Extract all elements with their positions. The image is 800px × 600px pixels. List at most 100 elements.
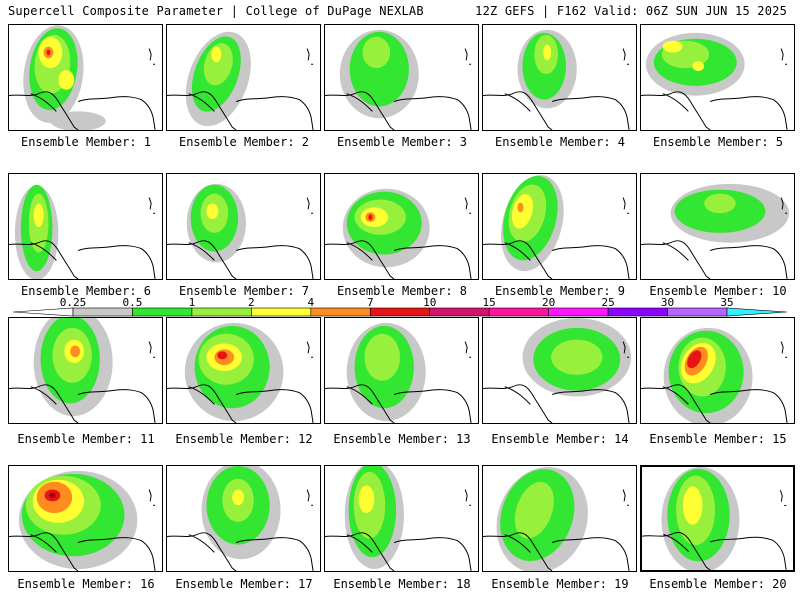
border-line [346, 242, 373, 261]
ensemble-panel-3[interactable] [324, 24, 479, 131]
ensemble-panel-14[interactable] [482, 317, 637, 424]
legend-tick-label: 10 [423, 296, 437, 309]
ensemble-map [641, 32, 788, 130]
coastline [551, 245, 630, 279]
coastline [642, 532, 711, 570]
legend-tick-label: 0.5 [122, 296, 143, 309]
member-label: Ensemble Member: 18 [333, 577, 471, 591]
ensemble-panel-5[interactable] [640, 24, 795, 131]
ensemble-panel-1[interactable] [8, 24, 163, 131]
coastline-island [622, 489, 626, 502]
ensemble-panel-20[interactable] [640, 465, 795, 572]
scp-contour-lightgreen [551, 339, 603, 375]
ensemble-panel-2[interactable] [166, 24, 321, 131]
ensemble-panel-10[interactable] [640, 173, 795, 280]
coastline [393, 389, 472, 423]
ensemble-map [483, 467, 630, 571]
coastline [325, 91, 395, 130]
ensemble-panel-17[interactable] [166, 465, 321, 572]
scp-contour-red [368, 214, 373, 221]
ensemble-map [325, 466, 472, 571]
coastline [551, 537, 630, 571]
coastline [235, 245, 314, 279]
member-label: Ensemble Member: 14 [491, 432, 629, 446]
ensemble-map [9, 318, 156, 423]
member-label: Ensemble Member: 20 [649, 577, 787, 591]
ensemble-panel-13[interactable] [324, 317, 479, 424]
member-label: Ensemble Member: 6 [20, 284, 152, 298]
border-line [504, 242, 531, 261]
scp-contour-yellow [662, 40, 683, 53]
color-legend: 0.25 0.5 1 2 4 7 10 15 20 25 30 35 [0, 296, 800, 320]
scp-contour-red [687, 350, 702, 369]
coastline [77, 245, 156, 279]
legend-below-arrow [12, 307, 74, 317]
ensemble-map [9, 25, 156, 130]
coastline [325, 384, 395, 423]
ensemble-map [9, 184, 156, 279]
ensemble-map [641, 327, 788, 423]
scp-contour-lightgreen [203, 43, 233, 86]
coastline [709, 245, 788, 279]
coastline [9, 532, 79, 571]
ensemble-panel-12[interactable] [166, 317, 321, 424]
member-label: Ensemble Member: 8 [336, 284, 468, 298]
ensemble-panel-9[interactable] [482, 173, 637, 280]
scp-contour-red [46, 49, 51, 56]
coastline-island [148, 489, 152, 502]
coastline [483, 532, 553, 571]
coastline [9, 91, 79, 130]
coastline [235, 537, 314, 571]
coastline [709, 96, 788, 130]
legend-tick-label: 0.25 [59, 296, 87, 309]
coastline [551, 389, 630, 423]
member-label: Ensemble Member: 2 [178, 135, 310, 149]
scp-contour-lightgreen [514, 481, 554, 539]
border-line [30, 386, 57, 405]
member-label: Ensemble Member: 12 [175, 432, 313, 446]
scp-contour-yellow [211, 46, 222, 63]
ensemble-panel-7[interactable] [166, 173, 321, 280]
ensemble-panel-8[interactable] [324, 173, 479, 280]
coastline [393, 245, 472, 279]
coastline [9, 240, 79, 279]
coastline-island [780, 197, 784, 210]
ensemble-panel-18[interactable] [324, 465, 479, 572]
coastline [77, 96, 156, 130]
legend-swatch [429, 307, 490, 317]
scp-contour-yellow [358, 485, 375, 514]
member-label: Ensemble Member: 1 [20, 135, 152, 149]
coastline [709, 389, 788, 423]
ensemble-map [167, 31, 314, 130]
coastline [77, 389, 156, 423]
legend-swatch [251, 307, 312, 317]
ensemble-map [483, 318, 632, 423]
member-label: Ensemble Member: 19 [491, 577, 629, 591]
coastline [393, 537, 472, 571]
scp-contour-lightgreen [364, 333, 401, 381]
border-line [30, 93, 57, 112]
ensemble-panel-4[interactable] [482, 24, 637, 131]
coastline-island [148, 341, 152, 354]
legend-tick-label: 25 [601, 296, 615, 309]
scp-contour-lightgreen [362, 36, 391, 69]
ensemble-panel-15[interactable] [640, 317, 795, 424]
ensemble-panel-6[interactable] [8, 173, 163, 280]
legend-above-arrow [726, 307, 788, 317]
scp-contour-yellow [33, 203, 44, 227]
run-info: 12Z GEFS | F162 Valid: 06Z SUN JUN 15 20… [475, 4, 787, 18]
ensemble-map [642, 467, 787, 570]
member-label: Ensemble Member: 9 [494, 284, 626, 298]
border-line [188, 93, 215, 112]
member-label: Ensemble Member: 15 [649, 432, 787, 446]
border-line [662, 93, 689, 112]
ensemble-map [167, 183, 314, 279]
ensemble-panel-16[interactable] [8, 465, 163, 572]
border-line [30, 242, 57, 261]
coastline [167, 240, 237, 279]
ensemble-panel-11[interactable] [8, 317, 163, 424]
ensemble-panel-19[interactable] [482, 465, 637, 572]
legend-swatch [132, 307, 193, 317]
ensemble-map [483, 175, 630, 279]
legend-tick-label: 15 [482, 296, 496, 309]
